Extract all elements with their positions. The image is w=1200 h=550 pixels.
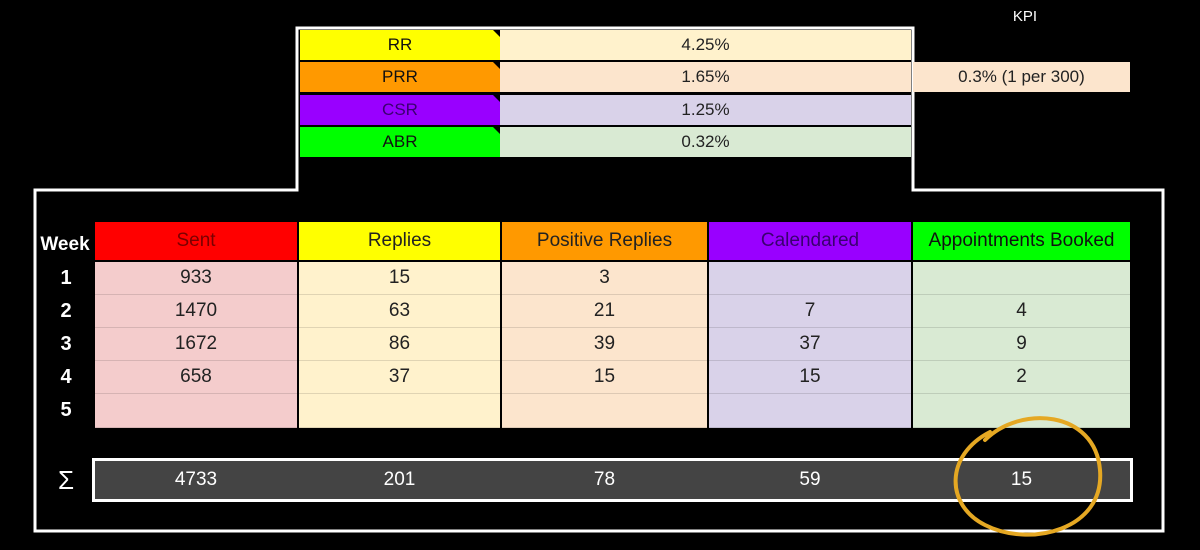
- rate-label-csr: CSR: [300, 95, 500, 125]
- total-value: 15: [1010, 469, 1033, 490]
- table-cell: [95, 394, 297, 428]
- table-cell: 63: [299, 295, 500, 328]
- table-cell: [502, 394, 707, 428]
- table-cell: 3: [502, 262, 707, 295]
- rate-value-abr: 0.32%: [500, 127, 911, 157]
- table-cell: 933: [95, 262, 297, 295]
- kpi-label: KPI: [1012, 7, 1038, 25]
- table-cell: 39: [502, 328, 707, 361]
- week-number: 1: [60, 267, 72, 289]
- comment-marker-icon: [493, 30, 500, 37]
- table-cell: 9: [913, 328, 1130, 361]
- table-cell: 37: [709, 328, 911, 361]
- column-header: Positive Replies: [502, 222, 707, 260]
- column-header: Sent: [95, 222, 297, 260]
- total-value: 59: [799, 469, 821, 490]
- kpi-value: 0.3% (1 per 300): [913, 62, 1130, 92]
- week-header: Week: [40, 234, 90, 255]
- week-number: 5: [60, 399, 72, 421]
- table-cell: 15: [709, 361, 911, 394]
- week-number: 4: [60, 366, 72, 388]
- comment-marker-icon: [493, 127, 500, 134]
- table-cell: 37: [299, 361, 500, 394]
- comment-marker-icon: [493, 95, 500, 102]
- table-cell: 4: [913, 295, 1130, 328]
- total-value: 78: [593, 469, 616, 490]
- table-cell: 21: [502, 295, 707, 328]
- column-header: Appointments Booked: [913, 222, 1130, 260]
- sum-symbol: Σ: [57, 464, 75, 495]
- week-number: 3: [60, 333, 72, 355]
- column-header: Calendared: [709, 222, 911, 260]
- table-cell: 1470: [95, 295, 297, 328]
- table-cell: 7: [709, 295, 911, 328]
- table-cell: 15: [502, 361, 707, 394]
- column-header: Replies: [299, 222, 500, 260]
- table-cell: 86: [299, 328, 500, 361]
- week-number: 2: [60, 300, 72, 322]
- rate-value-csr: 1.25%: [500, 95, 911, 125]
- table-cell: [299, 394, 500, 428]
- table-cell: 15: [299, 262, 500, 295]
- table-cell: 1672: [95, 328, 297, 361]
- table-cell: 658: [95, 361, 297, 394]
- total-value: 4733: [174, 469, 218, 490]
- rate-label-prr: PRR: [300, 62, 500, 92]
- table-cell: [709, 394, 911, 428]
- total-value: 201: [383, 469, 416, 490]
- comment-marker-icon: [493, 62, 500, 69]
- rate-label-rr: RR: [300, 30, 500, 60]
- rate-value-rr: 4.25%: [500, 30, 911, 60]
- rate-value-prr: 1.65%: [500, 62, 911, 92]
- table-cell: [709, 262, 911, 295]
- table-cell: 2: [913, 361, 1130, 394]
- table-cell: [913, 394, 1130, 428]
- table-cell: [913, 262, 1130, 295]
- rate-label-abr: ABR: [300, 127, 500, 157]
